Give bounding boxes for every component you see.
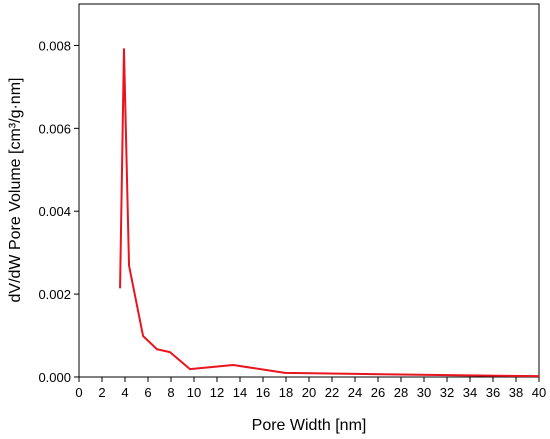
x-tick-label: 40 (532, 385, 546, 400)
plot-frame (78, 3, 540, 378)
x-tick-label: 38 (509, 385, 523, 400)
y-tick-label: 0.002 (38, 287, 71, 302)
x-tick-label: 34 (463, 385, 477, 400)
x-tick-label: 22 (325, 385, 339, 400)
x-tick-label: 0 (75, 385, 82, 400)
x-tick-label: 24 (348, 385, 362, 400)
data-line (119, 48, 540, 378)
x-tick-label: 6 (144, 385, 151, 400)
y-axis-label: dV/dW Pore Volume [cm³/g·nm] (7, 78, 24, 303)
x-tick-label: 30 (417, 385, 431, 400)
y-tick-label: 0.004 (38, 204, 71, 219)
y-tick-label: 0.006 (38, 121, 71, 136)
y-tick-label: 0.008 (38, 38, 71, 53)
x-tick-label: 16 (256, 385, 270, 400)
x-tick-label: 18 (279, 385, 293, 400)
x-tick-label: 28 (394, 385, 408, 400)
x-tick-label: 32 (440, 385, 454, 400)
x-tick-label: 4 (121, 385, 128, 400)
x-tick-label: 14 (233, 385, 247, 400)
x-tick-label: 12 (210, 385, 224, 400)
x-tick-label: 20 (302, 385, 316, 400)
x-tick-label: 8 (167, 385, 174, 400)
x-axis-label: Pore Width [nm] (252, 417, 367, 434)
x-tick-label: 36 (486, 385, 500, 400)
x-tick-label: 2 (98, 385, 105, 400)
y-tick-label: 0.000 (38, 370, 71, 385)
x-tick-label: 10 (187, 385, 201, 400)
x-tick-label: 26 (371, 385, 385, 400)
